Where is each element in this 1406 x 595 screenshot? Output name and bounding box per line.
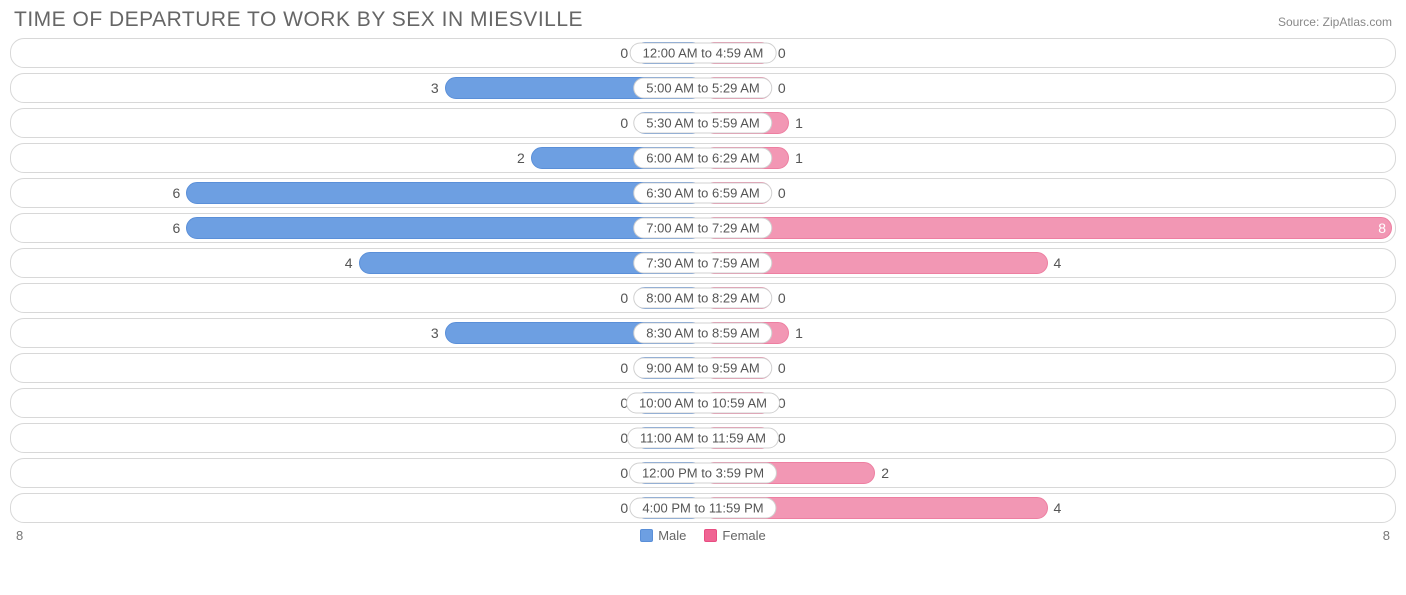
chart-row: 0 1 5:30 AM to 5:59 AM — [10, 108, 1396, 138]
category-label: 7:30 AM to 7:59 AM — [633, 253, 772, 274]
chart-area: 0012:00 AM to 4:59 AM305:00 AM to 5:29 A… — [10, 38, 1396, 523]
category-label: 9:00 AM to 9:59 AM — [633, 358, 772, 379]
chart-row: 6 8 7:00 AM to 7:29 AM — [10, 213, 1396, 243]
chart-row: 0 0 8:00 AM to 8:29 AM — [10, 283, 1396, 313]
chart-row: 2 1 6:00 AM to 6:29 AM — [10, 143, 1396, 173]
chart-row: 0 012:00 AM to 4:59 AM — [10, 38, 1396, 68]
category-label: 12:00 AM to 4:59 AM — [630, 43, 777, 64]
female-value: 4 — [1054, 255, 1062, 271]
category-label: 12:00 PM to 3:59 PM — [629, 463, 777, 484]
chart-source: Source: ZipAtlas.com — [1278, 15, 1392, 29]
male-value: 4 — [345, 255, 353, 271]
female-value: 0 — [778, 80, 786, 96]
male-value: 0 — [620, 290, 628, 306]
male-value: 0 — [620, 500, 628, 516]
chart-row: 6 0 6:30 AM to 6:59 AM — [10, 178, 1396, 208]
female-value: 1 — [795, 150, 803, 166]
male-value: 0 — [620, 115, 628, 131]
male-value: 3 — [431, 80, 439, 96]
chart-row: 0 0 9:00 AM to 9:59 AM — [10, 353, 1396, 383]
chart-row: 4 4 7:30 AM to 7:59 AM — [10, 248, 1396, 278]
chart-title: TIME OF DEPARTURE TO WORK BY SEX IN MIES… — [14, 8, 583, 32]
female-value: 1 — [795, 115, 803, 131]
category-label: 8:30 AM to 8:59 AM — [633, 323, 772, 344]
axis-max-right: 8 — [1383, 528, 1390, 543]
chart-footer: 8 Male Female 8 — [10, 528, 1396, 543]
legend-male-label: Male — [658, 528, 686, 543]
category-label: 8:00 AM to 8:29 AM — [633, 288, 772, 309]
chart-container: TIME OF DEPARTURE TO WORK BY SEX IN MIES… — [0, 0, 1406, 595]
chart-row: 3 0 5:00 AM to 5:29 AM — [10, 73, 1396, 103]
male-value: 0 — [620, 45, 628, 61]
category-label: 11:00 AM to 11:59 AM — [627, 428, 779, 449]
female-value: 0 — [778, 45, 786, 61]
category-label: 6:30 AM to 6:59 AM — [633, 183, 772, 204]
legend-female: Female — [704, 528, 765, 543]
female-swatch-icon — [704, 529, 717, 542]
female-value: 4 — [1054, 500, 1062, 516]
category-label: 7:00 AM to 7:29 AM — [633, 218, 772, 239]
male-value: 6 — [172, 185, 180, 201]
male-bar — [186, 217, 703, 239]
legend: Male Female — [640, 528, 766, 543]
male-bar — [186, 182, 703, 204]
category-label: 4:00 PM to 11:59 PM — [629, 498, 776, 519]
female-bar — [703, 217, 1392, 239]
male-value: 0 — [620, 465, 628, 481]
legend-female-label: Female — [722, 528, 765, 543]
chart-row: 0011:00 AM to 11:59 AM — [10, 423, 1396, 453]
chart-row: 0010:00 AM to 10:59 AM — [10, 388, 1396, 418]
male-value: 3 — [431, 325, 439, 341]
female-value: 0 — [778, 430, 786, 446]
male-value: 0 — [620, 360, 628, 376]
chart-header: TIME OF DEPARTURE TO WORK BY SEX IN MIES… — [10, 8, 1396, 32]
chart-row: 0 4 4:00 PM to 11:59 PM — [10, 493, 1396, 523]
male-value: 6 — [172, 220, 180, 236]
legend-male: Male — [640, 528, 686, 543]
category-label: 6:00 AM to 6:29 AM — [633, 148, 772, 169]
category-label: 5:30 AM to 5:59 AM — [633, 113, 772, 134]
chart-row: 3 1 8:30 AM to 8:59 AM — [10, 318, 1396, 348]
category-label: 5:00 AM to 5:29 AM — [633, 78, 772, 99]
female-value: 1 — [795, 325, 803, 341]
male-swatch-icon — [640, 529, 653, 542]
female-value: 2 — [881, 465, 889, 481]
female-value: 0 — [778, 360, 786, 376]
female-value: 0 — [778, 185, 786, 201]
female-value: 0 — [778, 290, 786, 306]
category-label: 10:00 AM to 10:59 AM — [626, 393, 780, 414]
female-value: 8 — [1378, 220, 1386, 236]
axis-max-left: 8 — [16, 528, 23, 543]
chart-row: 0 2 12:00 PM to 3:59 PM — [10, 458, 1396, 488]
male-value: 2 — [517, 150, 525, 166]
